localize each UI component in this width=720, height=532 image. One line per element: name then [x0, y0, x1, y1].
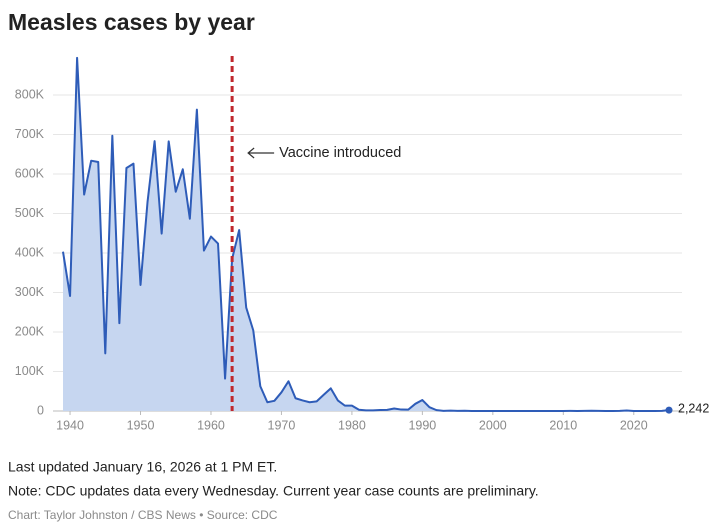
y-tick-label: 800K [15, 87, 45, 101]
y-tick-label: 100K [15, 364, 45, 378]
y-tick-label: 700K [15, 127, 45, 141]
x-tick-label: 2010 [549, 418, 577, 432]
end-point [665, 406, 673, 414]
annotation-arrow [247, 147, 275, 159]
note: Note: CDC updates data every Wednesday. … [8, 483, 539, 499]
area [63, 57, 669, 411]
x-tick-label: 1970 [268, 418, 296, 432]
y-tick-label: 300K [15, 285, 45, 299]
y-tick-label: 400K [15, 245, 45, 259]
chart-title: Measles cases by year [8, 9, 255, 35]
line [62, 56, 670, 412]
x-tick-label: 2020 [620, 418, 648, 432]
y-tick-label: 0 [37, 403, 44, 417]
credit: Chart: Taylor Johnston / CBS News • Sour… [8, 508, 278, 522]
y-tick-label: 200K [15, 324, 45, 338]
y-tick-label: 500K [15, 206, 45, 220]
value-label: 2,242 [678, 401, 709, 415]
x-tick-label: 1960 [197, 418, 225, 432]
x-tick-label: 1980 [338, 418, 366, 432]
y-tick-label: 600K [15, 166, 45, 180]
x-tick-label: 1950 [127, 418, 155, 432]
x-tick-label: 1940 [56, 418, 84, 432]
note: Last updated January 16, 2026 at 1 PM ET… [8, 459, 277, 475]
annotation: Vaccine introduced [279, 145, 401, 161]
x-tick-label: 1990 [408, 418, 436, 432]
x-tick-label: 2000 [479, 418, 507, 432]
